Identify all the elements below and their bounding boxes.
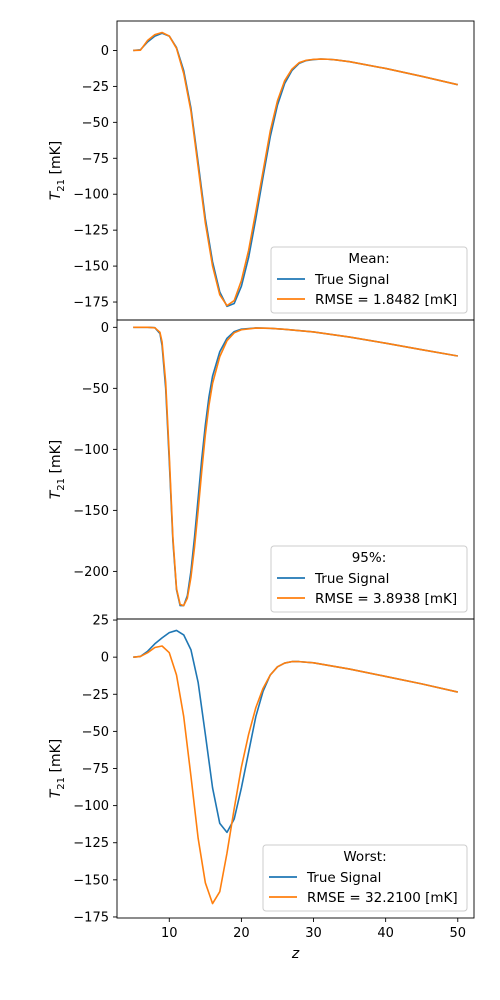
legend-entry: RMSE = 3.8938 [mK] (315, 591, 457, 607)
y-tick-label: −50 (82, 382, 109, 397)
x-tick-label: 40 (377, 926, 394, 941)
legend: 95%: True Signal RMSE = 3.8938 [mK] (270, 545, 468, 613)
y-tick-label: −25 (82, 688, 109, 703)
y-tick-label: −125 (73, 836, 109, 851)
y-tick-label: −50 (82, 116, 109, 131)
y-tick-label: −150 (73, 504, 109, 519)
y-tick-label: −75 (82, 152, 109, 167)
y-tick-label: −100 (73, 443, 109, 458)
x-tick-label: 20 (233, 926, 250, 941)
legend-entry: True Signal (306, 870, 381, 886)
y-tick-label: −125 (73, 224, 109, 239)
y-tick-label: −200 (73, 565, 109, 580)
legend-entry: True Signal (314, 571, 389, 587)
y-tick-label: −150 (73, 873, 109, 888)
legend: Worst: True Signal RMSE = 32.2100 [mK] (262, 844, 468, 912)
y-tick-label: 0 (101, 44, 109, 59)
series-line-1 (133, 629, 458, 834)
x-tick-label: 50 (449, 926, 466, 941)
y-tick-label: 25 (92, 614, 109, 629)
panel-3: 25 0 −25 −50 −75 −100 −125 −150 −175 10 20 30 40 50 T2… (48, 614, 475, 962)
x-tick-label: 30 (305, 926, 322, 941)
legend-entry: RMSE = 1.8482 [mK] (315, 292, 457, 308)
y-axis-label: T21 [mK] (48, 141, 67, 201)
legend-box (262, 844, 468, 912)
y-tick-label: −100 (73, 799, 109, 814)
x-tick-label: 10 (161, 926, 178, 941)
series-line-2 (133, 645, 458, 905)
y-tick-label: −150 (73, 260, 109, 275)
y-tick-label: −100 (73, 188, 109, 203)
series-line-2 (133, 31, 458, 307)
legend-title: Mean: (348, 251, 389, 267)
legend-entry: True Signal (314, 272, 389, 288)
y-tick-label: 0 (101, 321, 109, 336)
legend-box (270, 246, 468, 314)
legend-entry: RMSE = 32.2100 [mK] (307, 890, 458, 906)
panel-1: 0 −25 −50 −75 −100 −125 −150 −175 T21 [mK] Mean: T… (48, 20, 475, 321)
y-axis-label: T21 [mK] (48, 440, 67, 500)
axes-frame (116, 618, 475, 919)
x-axis-label: z (291, 946, 300, 962)
y-axis-label: T21 [mK] (48, 739, 67, 799)
legend: Mean: True Signal RMSE = 1.8482 [mK] (270, 246, 468, 314)
series-line-2 (133, 326, 458, 607)
y-tick-label: −25 (82, 80, 109, 95)
legend-title: 95%: (352, 550, 387, 566)
y-tick-label: −175 (73, 910, 109, 925)
y-tick-label: −50 (82, 725, 109, 740)
y-tick-label: 0 (101, 651, 109, 666)
legend-box (270, 545, 468, 613)
panel-2: 0 −50 −100 −150 −200 T21 [mK] 95%: True Signal R… (48, 319, 475, 620)
legend-title: Worst: (343, 849, 386, 865)
y-tick-label: −175 (73, 296, 109, 311)
y-tick-label: −75 (82, 762, 109, 777)
